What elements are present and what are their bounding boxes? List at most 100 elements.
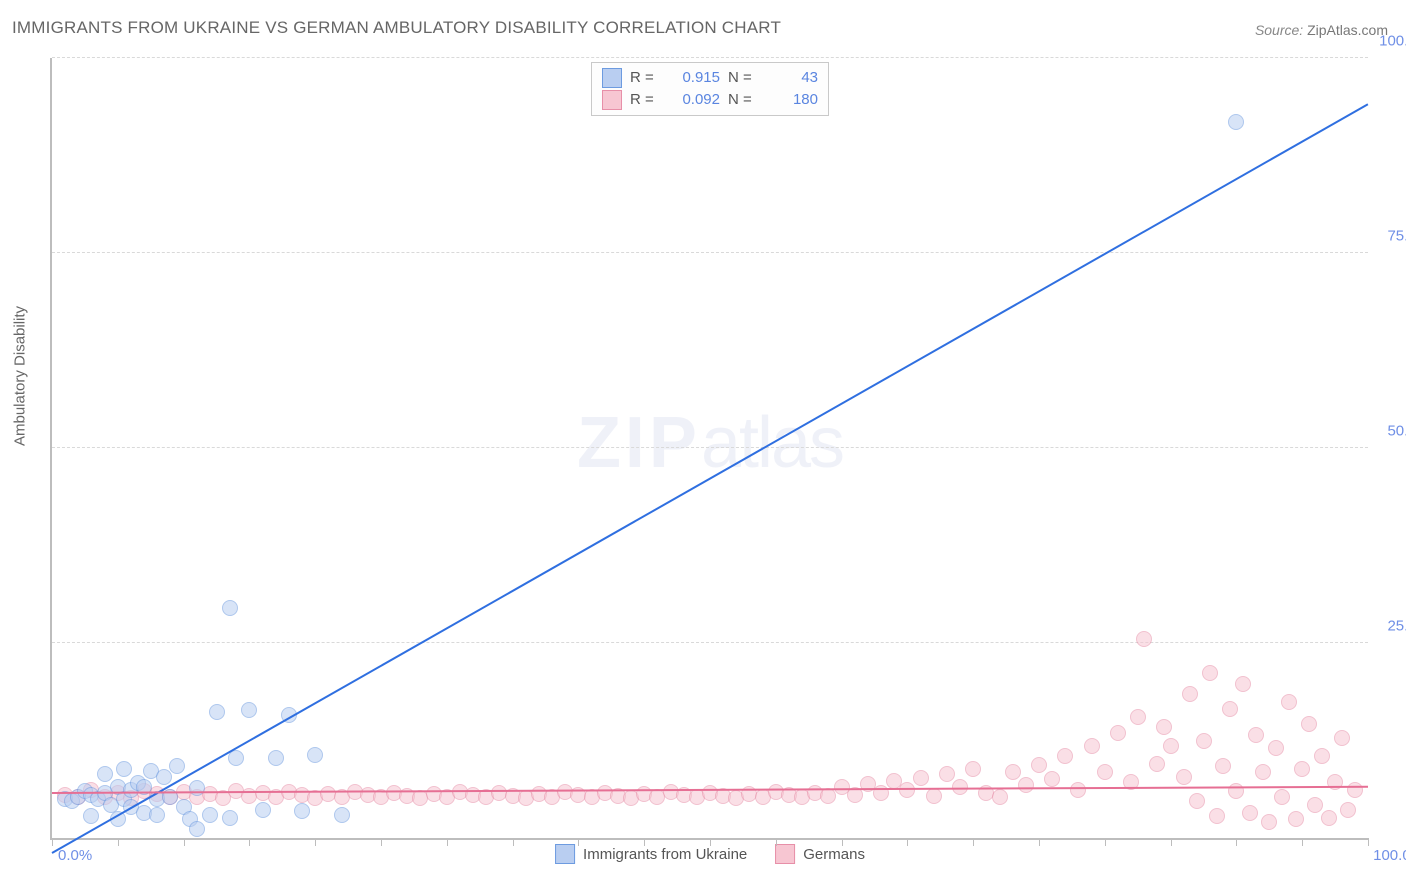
x-tick <box>1171 838 1172 846</box>
data-point <box>241 702 257 718</box>
legend-item: Germans <box>775 844 865 864</box>
data-point <box>255 802 271 818</box>
data-point <box>1255 764 1271 780</box>
x-tick <box>710 838 711 846</box>
data-point <box>1005 764 1021 780</box>
x-tick <box>249 838 250 846</box>
data-point <box>209 704 225 720</box>
source-value: ZipAtlas.com <box>1307 22 1388 38</box>
data-point <box>1301 716 1317 732</box>
legend-item: Immigrants from Ukraine <box>555 844 747 864</box>
x-tick-label-max: 100.0% <box>1373 847 1406 864</box>
data-point <box>1288 811 1304 827</box>
legend-n-value: 43 <box>766 67 818 89</box>
x-tick <box>1302 838 1303 846</box>
legend-swatch <box>602 90 622 110</box>
x-tick <box>1236 838 1237 846</box>
data-point <box>334 807 350 823</box>
legend-r-label: R = <box>630 67 660 89</box>
data-point <box>1235 676 1251 692</box>
x-tick <box>1105 838 1106 846</box>
data-point <box>202 807 218 823</box>
data-point <box>1261 814 1277 830</box>
source-label: Source: <box>1255 22 1303 38</box>
data-point <box>268 750 284 766</box>
data-point <box>1097 764 1113 780</box>
data-point <box>1018 777 1034 793</box>
chart-title: IMMIGRANTS FROM UKRAINE VS GERMAN AMBULA… <box>12 18 781 38</box>
data-point <box>1189 793 1205 809</box>
data-point <box>926 788 942 804</box>
data-point <box>1274 789 1290 805</box>
legend-n-label: N = <box>728 89 758 111</box>
data-point <box>1130 709 1146 725</box>
data-point <box>189 780 205 796</box>
data-point <box>1136 631 1152 647</box>
y-tick-label: 25.0% <box>1387 618 1406 635</box>
data-point <box>1202 665 1218 681</box>
data-point <box>169 758 185 774</box>
data-point <box>992 789 1008 805</box>
data-point <box>1084 738 1100 754</box>
x-tick <box>447 838 448 846</box>
data-point <box>97 766 113 782</box>
x-tick <box>52 838 53 846</box>
y-tick-label: 75.0% <box>1387 228 1406 245</box>
data-point <box>899 782 915 798</box>
data-point <box>1110 725 1126 741</box>
data-point <box>965 761 981 777</box>
x-tick <box>842 838 843 846</box>
data-point <box>1209 808 1225 824</box>
data-point <box>913 770 929 786</box>
data-point <box>939 766 955 782</box>
x-tick <box>973 838 974 846</box>
gridline <box>52 642 1368 643</box>
legend-r-label: R = <box>630 89 660 111</box>
data-point <box>189 821 205 837</box>
data-point <box>1057 748 1073 764</box>
y-tick-label: 50.0% <box>1387 423 1406 440</box>
data-point <box>83 808 99 824</box>
x-tick <box>907 838 908 846</box>
legend-swatch <box>775 844 795 864</box>
x-tick <box>644 838 645 846</box>
x-tick <box>184 838 185 846</box>
legend-stats: R = 0.915 N = 43 R = 0.092 N = 180 <box>591 62 829 116</box>
legend-r-value: 0.092 <box>668 89 720 111</box>
data-point <box>1294 761 1310 777</box>
data-point <box>294 803 310 819</box>
legend-swatch <box>555 844 575 864</box>
legend-r-value: 0.915 <box>668 67 720 89</box>
data-point <box>1281 694 1297 710</box>
x-tick <box>776 838 777 846</box>
data-point <box>1314 748 1330 764</box>
x-tick <box>513 838 514 846</box>
gridline <box>52 447 1368 448</box>
data-point <box>1340 802 1356 818</box>
data-point <box>1182 686 1198 702</box>
y-tick-label: 100.0% <box>1379 33 1406 50</box>
data-point <box>1268 740 1284 756</box>
data-point <box>1070 782 1086 798</box>
x-tick <box>118 838 119 846</box>
legend-series-name: Germans <box>803 846 865 863</box>
data-point <box>1163 738 1179 754</box>
y-axis-label: Ambulatory Disability <box>12 306 29 446</box>
scatter-plot-area: ZIPatlas R =0.915N =43R =0.092N =180 Imm… <box>50 58 1368 840</box>
source-attribution: Source: ZipAtlas.com <box>1255 22 1388 38</box>
data-point <box>952 779 968 795</box>
data-point <box>1044 771 1060 787</box>
x-tick <box>1039 838 1040 846</box>
data-point <box>1228 114 1244 130</box>
legend-n-label: N = <box>728 67 758 89</box>
data-point <box>1347 782 1363 798</box>
watermark-zip: ZIP <box>577 403 701 483</box>
x-tick <box>381 838 382 846</box>
x-tick <box>1368 838 1369 846</box>
x-tick-label-min: 0.0% <box>58 847 92 864</box>
legend-n-value: 180 <box>766 89 818 111</box>
data-point <box>1196 733 1212 749</box>
data-point <box>1248 727 1264 743</box>
data-point <box>1156 719 1172 735</box>
data-point <box>116 761 132 777</box>
